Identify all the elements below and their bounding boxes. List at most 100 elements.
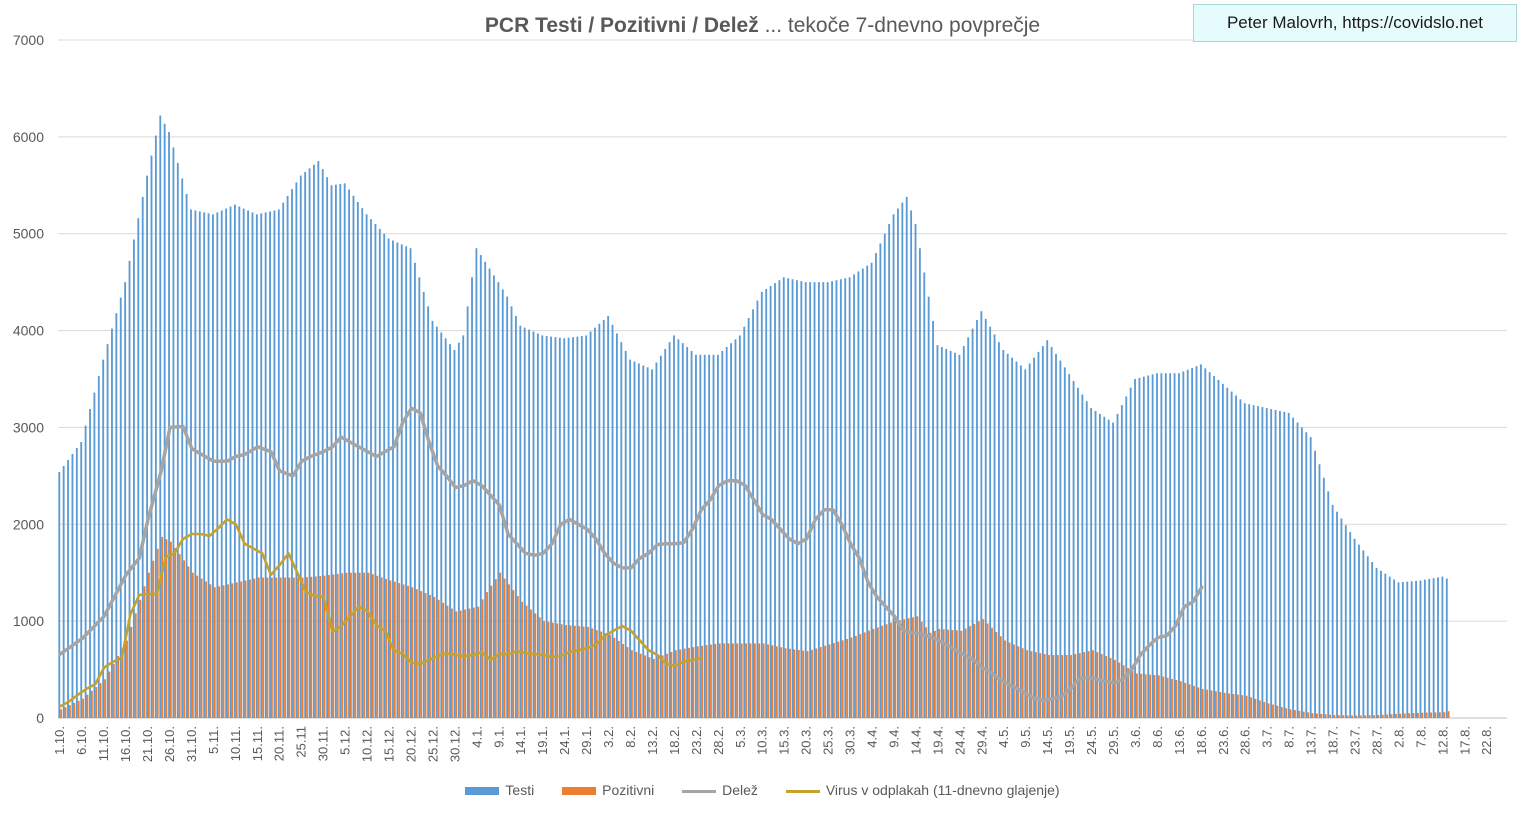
bar-testi xyxy=(1274,409,1277,718)
bar-testi xyxy=(1112,422,1115,718)
bar-testi xyxy=(392,240,394,718)
bar-testi xyxy=(132,239,135,719)
bar-testi xyxy=(708,354,711,718)
bar-pozitivni xyxy=(1122,665,1125,718)
bar-testi xyxy=(1186,369,1189,718)
bar-testi xyxy=(1257,406,1259,718)
bar-pozitivni xyxy=(1333,715,1336,718)
bar-pozitivni xyxy=(420,591,423,718)
bar-testi xyxy=(1366,556,1369,718)
bar-testi xyxy=(334,184,337,718)
bar-testi xyxy=(1147,375,1150,718)
x-tick-label: 19.5. xyxy=(1062,726,1077,755)
bar-pozitivni xyxy=(481,599,484,718)
bar-testi xyxy=(958,354,961,718)
bar-pozitivni xyxy=(890,622,892,718)
x-tick-label: 14.5. xyxy=(1040,726,1055,755)
bar-pozitivni xyxy=(872,628,875,718)
bar-pozitivni xyxy=(1232,693,1235,718)
bar-testi xyxy=(115,313,118,718)
bar-pozitivni xyxy=(732,643,734,718)
bar-testi xyxy=(730,343,733,718)
x-tick-label: 26.10. xyxy=(162,726,177,762)
bar-pozitivni xyxy=(635,651,638,718)
bar-testi xyxy=(1156,373,1158,718)
bar-pozitivni xyxy=(424,593,427,718)
bar-pozitivni xyxy=(894,621,897,718)
bar-pozitivni xyxy=(701,645,704,718)
series-testi-bars xyxy=(58,115,1448,719)
bar-testi xyxy=(1279,410,1281,718)
legend-item-pozitivni: Pozitivni xyxy=(562,782,654,798)
bar-testi xyxy=(822,282,825,718)
bar-pozitivni xyxy=(912,617,914,718)
x-tick-label: 20.3. xyxy=(799,726,814,755)
bar-pozitivni xyxy=(1408,713,1411,718)
bar-pozitivni xyxy=(328,575,330,718)
bar-testi xyxy=(738,335,741,718)
bar-testi xyxy=(282,202,285,719)
bar-pozitivni xyxy=(126,640,128,718)
bar-testi xyxy=(1103,416,1106,718)
x-tick-label: 9.4. xyxy=(886,726,901,748)
legend-label-testi: Testi xyxy=(505,782,535,798)
bar-pozitivni xyxy=(1434,712,1437,718)
bar-testi xyxy=(1217,379,1220,718)
bar-testi xyxy=(673,335,675,718)
bar-testi xyxy=(984,318,987,718)
bar-pozitivni xyxy=(1368,715,1371,718)
bar-pozitivni xyxy=(569,625,572,718)
bar-pozitivni xyxy=(385,578,387,718)
bar-pozitivni xyxy=(442,602,445,718)
bar-pozitivni xyxy=(1294,710,1296,718)
bar-testi xyxy=(378,228,381,718)
bar-testi xyxy=(1239,399,1242,718)
bar-testi xyxy=(111,328,113,718)
bar-pozitivni xyxy=(213,587,216,718)
bar-testi xyxy=(62,465,65,718)
bar-pozitivni xyxy=(811,649,813,718)
bar-testi xyxy=(1340,518,1343,718)
bar-testi xyxy=(857,271,860,718)
bar-testi xyxy=(1283,411,1286,718)
bar-pozitivni xyxy=(512,590,515,718)
bar-pozitivni xyxy=(727,643,730,718)
bar-testi xyxy=(343,183,346,718)
x-tick-label: 9.5. xyxy=(1018,726,1033,748)
bar-testi xyxy=(1068,374,1071,718)
y-axis-tick-labels: 0 1000 2000 3000 4000 5000 6000 7000 xyxy=(13,32,44,726)
bar-testi xyxy=(1419,580,1422,718)
bar-pozitivni xyxy=(279,577,282,718)
bar-testi xyxy=(1033,357,1035,718)
bar-pozitivni xyxy=(1421,712,1424,718)
bar-pozitivni xyxy=(933,630,936,718)
bar-pozitivni xyxy=(1250,697,1252,718)
bar-pozitivni xyxy=(793,649,796,718)
bar-pozitivni xyxy=(925,627,928,718)
bar-testi xyxy=(747,317,750,718)
bar-testi xyxy=(804,282,807,718)
bar-pozitivni xyxy=(139,599,142,718)
bar-testi xyxy=(523,327,526,718)
bar-pozitivni xyxy=(1302,711,1305,718)
chart-title-rest: ... tekoče 7-dnevno povprečje xyxy=(758,14,1041,37)
bar-pozitivni xyxy=(407,585,409,718)
bar-testi xyxy=(229,206,232,718)
bar-testi xyxy=(1199,364,1202,718)
bar-testi xyxy=(361,208,364,719)
bar-testi xyxy=(721,350,724,718)
bar-testi xyxy=(269,211,271,719)
bar-testi xyxy=(633,361,636,718)
bar-pozitivni xyxy=(380,577,383,718)
bar-pozitivni xyxy=(1184,682,1187,718)
bar-testi xyxy=(945,348,948,718)
bar-pozitivni xyxy=(1219,692,1222,718)
bar-pozitivni xyxy=(323,575,326,718)
x-tick-label: 10.3. xyxy=(755,726,770,755)
bar-testi xyxy=(817,282,820,718)
bar-pozitivni xyxy=(143,586,146,718)
bar-pozitivni xyxy=(148,572,150,718)
bar-pozitivni xyxy=(1355,715,1358,718)
bar-pozitivni xyxy=(1403,713,1406,718)
x-tick-label: 24.5. xyxy=(1084,726,1099,755)
